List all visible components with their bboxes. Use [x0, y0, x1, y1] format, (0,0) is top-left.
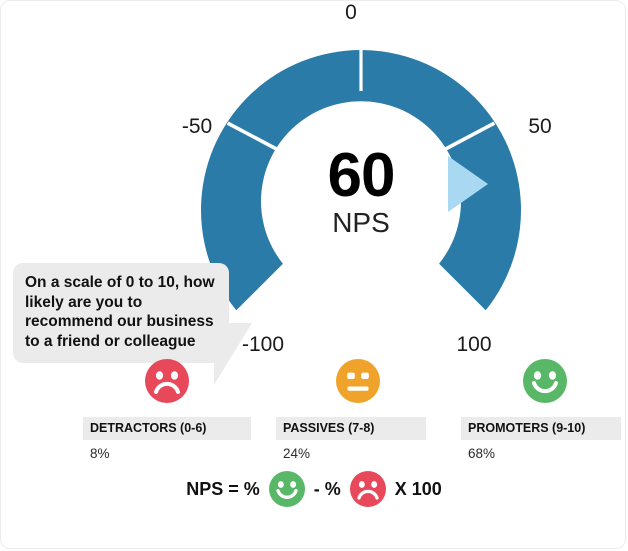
speech-bubble-text: On a scale of 0 to 10, how likely are yo… [25, 274, 215, 350]
segment-promoters-band: PROMOTERS (9-10) [461, 417, 621, 440]
segment-passives-percent: 24% [283, 446, 311, 461]
segment-detractors-title: DETRACTORS (0-6) [90, 421, 207, 435]
formula-prefix: NPS = % [186, 478, 260, 499]
gauge-label-0: 0 [345, 1, 357, 24]
gauge-value-number: 60 [327, 141, 396, 210]
nps-segment-legend: DETRACTORS (0-6) 8% PASSIVES (7-8) 24% [1, 359, 625, 469]
formula-sad-face-icon [349, 471, 386, 507]
formula-happy-face-icon [268, 471, 305, 507]
gauge-label-minus-100: -100 [241, 333, 285, 356]
neutral-face-icon [336, 359, 380, 403]
segment-passives-band: PASSIVES (7-8) [276, 417, 426, 440]
sad-face-icon [145, 359, 189, 403]
gauge-tick-minus-50 [226, 121, 279, 152]
gauge-label-100: 100 [456, 333, 492, 356]
segment-detractors-band: DETRACTORS (0-6) [83, 417, 251, 440]
formula-suffix: X 100 [394, 478, 442, 499]
segment-promoters: PROMOTERS (9-10) 68% [461, 359, 621, 461]
segment-passives: PASSIVES (7-8) 24% [276, 359, 426, 461]
speech-bubble: On a scale of 0 to 10, how likely are yo… [13, 263, 229, 364]
gauge-value-unit: NPS [332, 207, 390, 238]
gauge-arc [201, 50, 521, 311]
gauge-label-minus-50: -50 [181, 115, 213, 138]
formula-middle: - % [313, 478, 341, 499]
segment-detractors-percent: 8% [90, 446, 110, 461]
segment-detractors: DETRACTORS (0-6) 8% [83, 359, 251, 461]
gauge-label-50: 50 [528, 115, 552, 138]
segment-passives-title: PASSIVES (7-8) [283, 421, 375, 435]
gauge-tick-50 [443, 121, 496, 152]
segment-promoters-percent: 68% [468, 446, 496, 461]
happy-face-icon [523, 359, 567, 403]
nps-gauge: 0 -50 50 -100 100 60 NPS [1, 1, 625, 361]
gauge-needle-icon [448, 156, 488, 212]
gauge-value-block: 60 NPS [327, 141, 396, 238]
segment-promoters-title: PROMOTERS (9-10) [468, 421, 586, 435]
gauge-arc-graphic [201, 21, 521, 311]
nps-formula: NPS = % - % X 100 [1, 471, 625, 507]
